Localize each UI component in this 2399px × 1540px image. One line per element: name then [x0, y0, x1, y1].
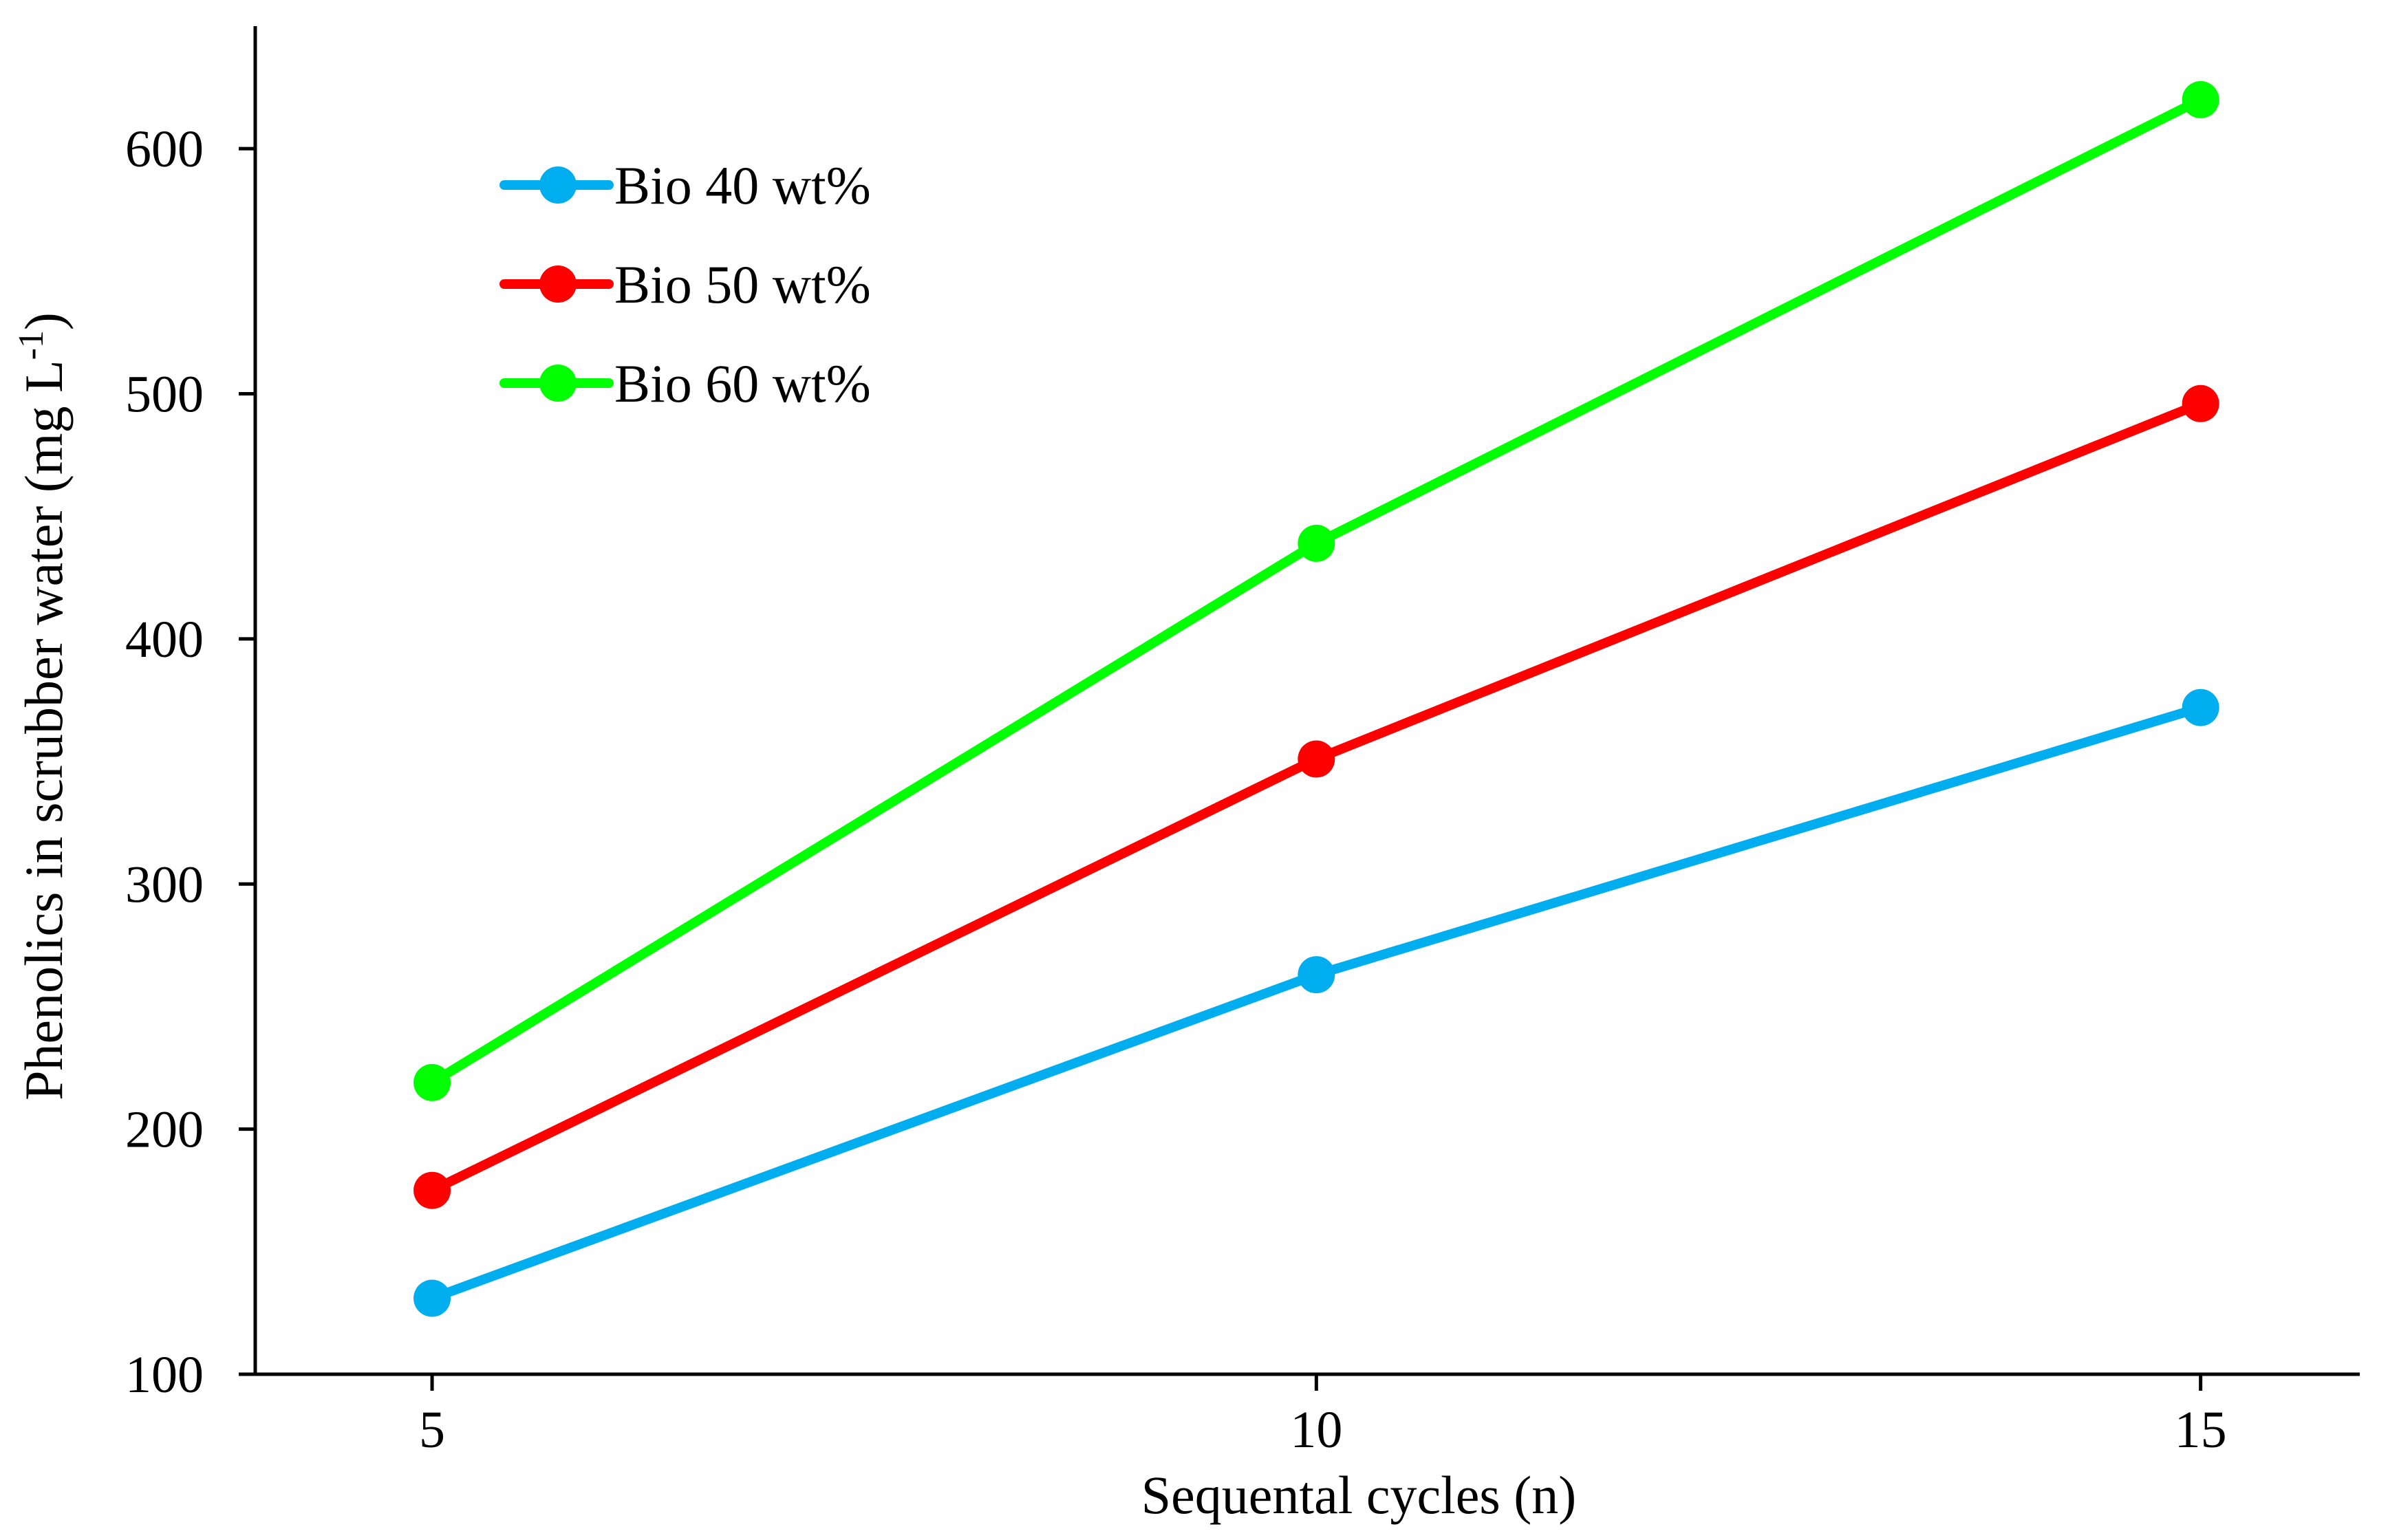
legend-swatch-marker	[539, 265, 577, 303]
data-point	[2182, 688, 2219, 726]
series-3	[413, 80, 2219, 1101]
legend-label: Bio 50 wt%	[614, 254, 871, 314]
data-point	[2182, 384, 2219, 422]
series-layer	[413, 80, 2219, 1317]
y-axis-label-superscript: -1	[12, 330, 51, 360]
data-point	[1298, 524, 1335, 562]
data-point	[1298, 956, 1335, 994]
legend-item: Bio 60 wt%	[499, 354, 871, 413]
data-point	[413, 1063, 451, 1101]
x-tick-label: 15	[2175, 1401, 2227, 1459]
axes	[253, 26, 2360, 1376]
y-axis-label: Phenolics in scrubber water (mg L-1)	[12, 312, 74, 1100]
data-point	[413, 1171, 451, 1209]
x-axis-label: Sequental cycles (n)	[1141, 1465, 1576, 1525]
y-tick-label: 200	[125, 1101, 204, 1159]
series-line	[427, 398, 2206, 1195]
x-tick-label: 10	[1290, 1401, 1342, 1459]
series-line	[427, 702, 2206, 1303]
x-ticks: 5 10 15	[419, 1374, 2227, 1459]
data-point	[2182, 80, 2219, 118]
y-tick-label: 500	[125, 366, 204, 424]
legend-swatch-marker	[539, 365, 577, 402]
y-tick-label: 400	[125, 611, 204, 669]
y-axis-label-main: Phenolics in scrubber water (mg L	[14, 360, 74, 1100]
legend-swatch-marker	[539, 166, 577, 204]
data-point	[1298, 740, 1335, 778]
legend-label: Bio 40 wt%	[614, 155, 871, 215]
legend: Bio 40 wt% Bio 50 wt% Bio 60 wt%	[499, 155, 871, 413]
series-2	[413, 384, 2219, 1209]
series-line	[427, 94, 2206, 1087]
legend-item: Bio 40 wt%	[499, 155, 871, 215]
y-tick-label: 100	[125, 1346, 204, 1404]
x-tick-label: 5	[419, 1401, 445, 1459]
legend-label: Bio 60 wt%	[614, 354, 871, 413]
y-tick-label: 300	[125, 856, 204, 913]
y-ticks: 100 200 300 400 500 600	[125, 120, 255, 1404]
data-point	[413, 1279, 451, 1317]
y-axis-label-close: )	[14, 312, 74, 330]
y-tick-label: 600	[125, 120, 204, 178]
legend-item: Bio 50 wt%	[499, 254, 871, 314]
series-1	[413, 688, 2219, 1317]
